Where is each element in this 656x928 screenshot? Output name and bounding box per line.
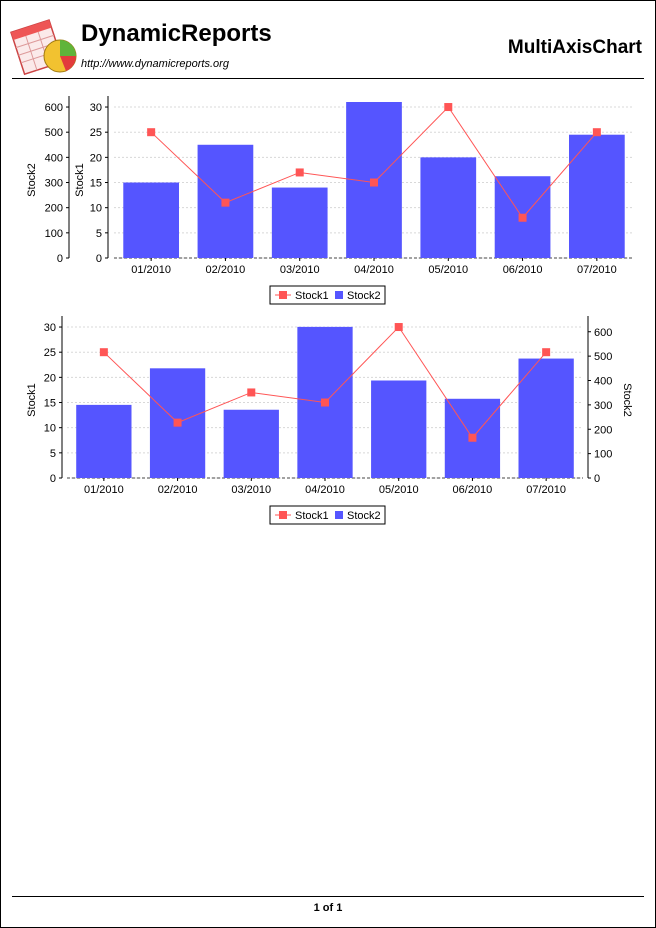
bar-stock2 — [76, 404, 132, 478]
header-divider — [12, 78, 644, 79]
category-label: 06/2010 — [503, 264, 543, 276]
tick-label: 25 — [44, 347, 56, 359]
brand-name: DynamicReports — [81, 20, 272, 47]
tick-label: 200 — [594, 424, 612, 436]
tick-label: 300 — [594, 400, 612, 412]
tick-label: 400 — [594, 376, 612, 388]
bar-stock2 — [569, 134, 625, 258]
category-label: 04/2010 — [354, 264, 394, 276]
legend: Stock1 Stock2 — [269, 505, 386, 525]
point-stock1 — [518, 213, 527, 222]
point-stock1 — [321, 398, 329, 407]
category-label: 07/2010 — [577, 264, 617, 276]
category-label: 02/2010 — [206, 264, 246, 276]
tick-label: 5 — [96, 228, 102, 240]
axis-title: Stock2 — [621, 383, 633, 417]
point-stock1 — [370, 178, 378, 187]
tick-label: 500 — [45, 127, 63, 139]
legend-bar-swatch — [335, 291, 343, 299]
tick-label: 0 — [96, 253, 102, 265]
bar-stock2 — [271, 187, 328, 258]
legend-label: Stock2 — [347, 510, 381, 522]
legend-bar-swatch — [335, 511, 343, 519]
category-label: 02/2010 — [158, 484, 198, 496]
category-label: 07/2010 — [526, 484, 566, 496]
category-label: 01/2010 — [131, 264, 171, 276]
axis-title: Stock1 — [74, 163, 86, 197]
multi-axis-chart-1: 0 100 200 300 400 500 600 Stock2 0 5 10 15 20 25 30 Sto… — [26, 96, 634, 305]
tick-label: 25 — [90, 127, 102, 139]
point-stock1 — [221, 198, 230, 207]
tick-label: 200 — [45, 203, 63, 215]
point-stock1 — [147, 128, 156, 137]
tick-label: 15 — [90, 178, 102, 190]
category-label: 04/2010 — [305, 484, 345, 496]
point-stock1 — [173, 418, 182, 427]
tick-label: 30 — [90, 102, 102, 114]
point-stock1 — [99, 348, 108, 357]
tick-label: 300 — [45, 178, 63, 190]
category-label: 03/2010 — [280, 264, 320, 276]
point-stock1 — [247, 388, 256, 397]
axis-title: Stock2 — [26, 163, 38, 197]
legend-label: Stock2 — [347, 290, 381, 302]
tick-label: 0 — [594, 473, 600, 485]
legend-marker-swatch — [279, 291, 287, 299]
category-label: 05/2010 — [428, 264, 468, 276]
tick-label: 20 — [90, 152, 102, 164]
spreadsheet-pie-logo-icon — [10, 19, 77, 76]
y-axis-stock2: 0 100 200 300 400 500 600 Stock2 — [26, 96, 70, 265]
tick-label: 15 — [44, 398, 56, 410]
brand-url[interactable]: http://www.dynamicreports.org — [81, 58, 229, 70]
tick-label: 100 — [45, 228, 63, 240]
legend-box — [269, 505, 386, 525]
axis-title: Stock1 — [26, 383, 38, 417]
legend-label: Stock1 — [295, 510, 329, 522]
tick-label: 0 — [50, 473, 56, 485]
legend: Stock1 Stock2 — [269, 285, 386, 305]
bar-stock2 — [420, 157, 477, 258]
tick-label: 100 — [594, 449, 612, 461]
tick-label: 30 — [44, 322, 56, 334]
tick-label: 20 — [44, 372, 56, 384]
tick-label: 10 — [44, 423, 56, 435]
report-header: DynamicReports http://www.dynamicreports… — [0, 0, 656, 80]
bar-stock2 — [123, 182, 179, 258]
legend-box — [269, 285, 386, 305]
point-stock1 — [444, 103, 453, 112]
page-number: 1 of 1 — [313, 902, 343, 914]
category-label: 01/2010 — [84, 484, 124, 496]
bar-stock2 — [371, 380, 427, 478]
tick-label: 0 — [57, 253, 63, 265]
point-stock1 — [592, 128, 601, 137]
legend-label: Stock1 — [295, 290, 329, 302]
tick-label: 600 — [594, 327, 612, 339]
legend-marker-swatch — [279, 511, 287, 519]
tick-label: 600 — [45, 102, 63, 114]
y-axis-stock1: 0 5 10 15 20 25 30 Stock1 — [74, 96, 109, 265]
y-axis-stock2: 0 100 200 300 400 500 600 Stock2 — [587, 316, 633, 485]
point-stock1 — [542, 348, 551, 357]
category-label: 03/2010 — [231, 484, 271, 496]
multi-axis-chart-2: 0 5 10 15 20 25 30 Stock1 0 100 200 300 400 500 600 Sto… — [26, 316, 633, 525]
category-label: 05/2010 — [379, 484, 419, 496]
point-stock1 — [394, 323, 403, 332]
tick-label: 400 — [45, 152, 63, 164]
tick-label: 500 — [594, 351, 612, 363]
point-stock1 — [295, 168, 304, 177]
y-axis-stock1: 0 5 10 15 20 25 30 Stock1 — [26, 316, 63, 485]
footer-divider — [12, 896, 644, 897]
bar-stock2 — [223, 409, 279, 478]
bar-stock2 — [518, 358, 574, 478]
tick-label: 10 — [90, 203, 102, 215]
report-title: MultiAxisChart — [507, 37, 642, 58]
tick-label: 5 — [50, 448, 56, 460]
point-stock1 — [468, 433, 477, 442]
category-label: 06/2010 — [453, 484, 493, 496]
